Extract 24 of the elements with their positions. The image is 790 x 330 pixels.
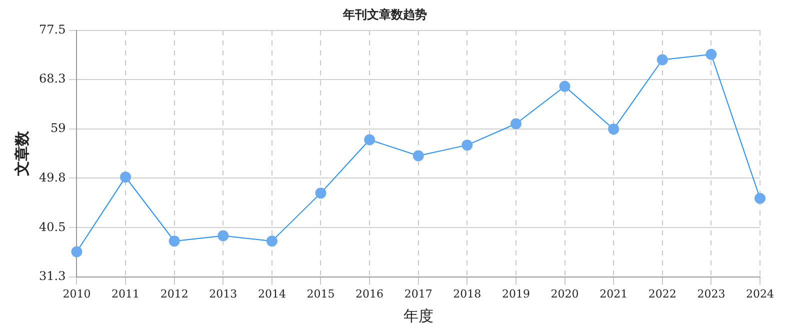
- x-tick-label: 2021: [600, 287, 628, 300]
- x-tick-label: 2020: [550, 287, 579, 300]
- x-tick-label: 2018: [453, 287, 482, 300]
- x-tick-label: 2023: [697, 287, 726, 300]
- x-tick-label: 2024: [746, 287, 774, 300]
- y-tick-label: 31.3: [39, 268, 66, 283]
- chart-title: 年刊文章数趋势: [342, 7, 427, 22]
- y-tick-label: 40.5: [39, 220, 66, 234]
- x-tick-label: 2015: [306, 287, 335, 300]
- y-tick-label: 49.8: [39, 170, 66, 184]
- x-axis-title: 年度: [403, 306, 434, 325]
- y-axis-title: 文章数: [12, 130, 31, 178]
- x-tick-label: 2010: [62, 287, 91, 300]
- x-tick-label: 2022: [648, 287, 676, 300]
- x-tick-label: 2012: [160, 287, 188, 300]
- x-tick-label: 2016: [356, 287, 384, 300]
- x-tick-label: 2011: [112, 287, 140, 300]
- y-tick-label: 59: [50, 121, 66, 136]
- x-tick-label: 2013: [209, 287, 238, 300]
- y-tick-label: 77.5: [39, 22, 66, 37]
- x-tick-label: 2017: [404, 287, 432, 300]
- x-tick-label: 2014: [258, 287, 286, 300]
- y-tick-label: 68.3: [39, 72, 66, 86]
- x-tick-label: 2019: [502, 287, 530, 300]
